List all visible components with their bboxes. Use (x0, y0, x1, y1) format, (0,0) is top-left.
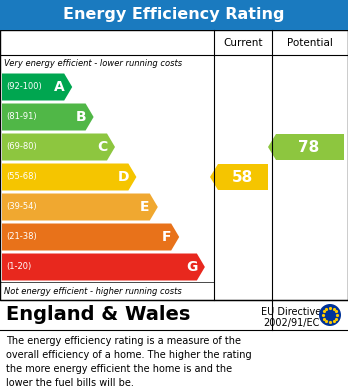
Text: (39-54): (39-54) (6, 203, 37, 212)
Text: 58: 58 (231, 170, 253, 185)
Polygon shape (2, 224, 179, 251)
Text: EU Directive: EU Directive (261, 307, 321, 317)
Bar (0, 30, 348, 300)
Text: F: F (161, 230, 171, 244)
Polygon shape (2, 194, 158, 221)
Text: 2002/91/EC: 2002/91/EC (263, 318, 319, 328)
Text: (1-20): (1-20) (6, 262, 31, 271)
Polygon shape (2, 74, 72, 100)
Bar (0, 0, 348, 30)
Text: G: G (186, 260, 198, 274)
Text: The energy efficiency rating is a measure of the
overall efficiency of a home. T: The energy efficiency rating is a measur… (6, 336, 252, 388)
Text: (21-38): (21-38) (6, 233, 37, 242)
Polygon shape (2, 104, 94, 131)
Polygon shape (2, 253, 205, 280)
Polygon shape (2, 133, 115, 160)
Text: Not energy efficient - higher running costs: Not energy efficient - higher running co… (4, 287, 182, 296)
Text: A: A (54, 80, 65, 94)
Text: E: E (140, 200, 150, 214)
Text: (69-80): (69-80) (6, 142, 37, 151)
Text: D: D (118, 170, 129, 184)
Text: Potential: Potential (287, 38, 333, 47)
Text: C: C (97, 140, 107, 154)
Text: Very energy efficient - lower running costs: Very energy efficient - lower running co… (4, 59, 182, 68)
Text: 78: 78 (298, 140, 319, 154)
Polygon shape (210, 164, 268, 190)
Circle shape (319, 304, 341, 326)
Text: (55-68): (55-68) (6, 172, 37, 181)
Polygon shape (2, 163, 136, 190)
Text: Current: Current (223, 38, 263, 47)
Text: (92-100): (92-100) (6, 83, 42, 91)
Text: England & Wales: England & Wales (6, 305, 190, 325)
Text: B: B (75, 110, 86, 124)
Text: (81-91): (81-91) (6, 113, 37, 122)
Polygon shape (268, 134, 344, 160)
Text: Energy Efficiency Rating: Energy Efficiency Rating (63, 7, 285, 23)
